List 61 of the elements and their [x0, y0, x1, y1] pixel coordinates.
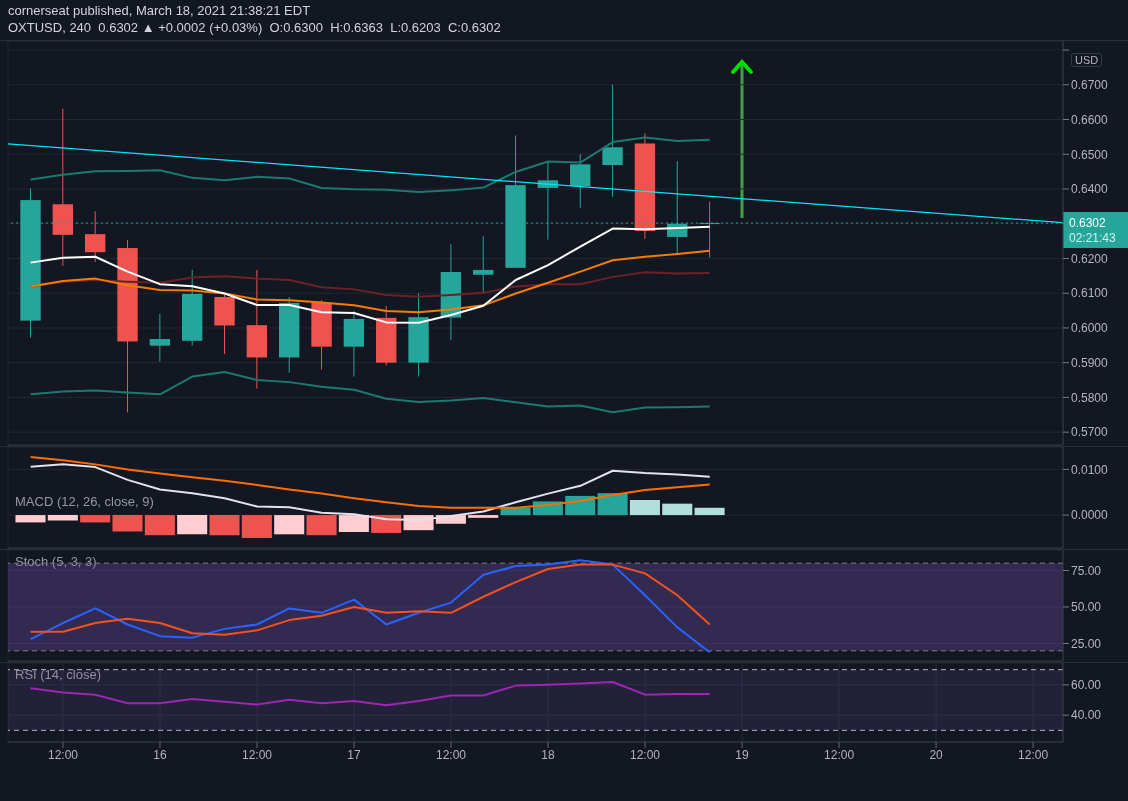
bar: [241, 515, 272, 538]
candlestick: [473, 235, 494, 295]
y-tick-label: 0.6700: [1071, 78, 1109, 93]
y-tick-label: 0.5800: [1071, 390, 1109, 405]
y-tick-label: 0.6200: [1071, 251, 1109, 266]
x-tick-label: 16: [153, 747, 167, 762]
y-tick-label: 50.00: [1071, 600, 1102, 615]
y-tick-label: 0.6000: [1071, 321, 1109, 336]
x-tick-label: 12:00: [1018, 747, 1049, 762]
y-tick-label: 60.00: [1071, 678, 1102, 693]
candlestick: [149, 313, 171, 363]
y-tick-label: 0.0000: [1071, 508, 1109, 523]
text: 02:21:43: [1069, 231, 1117, 246]
bar: [306, 515, 337, 536]
x-tick-label: 20: [929, 747, 944, 762]
y-tick-label: 25.00: [1071, 636, 1102, 651]
y-tick-label: 0.0100: [1071, 462, 1109, 477]
x-tick-label: 17: [347, 747, 361, 762]
bar: [47, 515, 78, 521]
x-tick-label: 19: [735, 747, 750, 762]
x-tick-label: 12:00: [241, 747, 273, 762]
y-tick-label: 0.6400: [1071, 182, 1109, 197]
x-tick-label: 12:00: [630, 747, 661, 762]
chart-title: cornerseat published, March 18, 2021 21:38:21 EDT: [8, 3, 312, 18]
y-tick-label: 75.00: [1071, 563, 1102, 578]
y-tick-label: 40.00: [1071, 708, 1102, 723]
bar: [274, 515, 305, 535]
chart-subtitle: OXTUSD, 240 0.6302 ▲ +0.0002 (+0.03%) O:0.6300 H:0.6363 L:0.6203 C:0.6302: [8, 20, 502, 35]
y-tick-label: 0.5900: [1071, 355, 1109, 370]
candlestick: [84, 210, 106, 263]
y-tick-label: 0.6500: [1071, 147, 1109, 162]
candlestick: [570, 153, 591, 209]
line-series: [29, 680, 711, 707]
line-series: [29, 249, 711, 314]
bar: [338, 515, 369, 532]
bar: [694, 507, 725, 516]
bar: [662, 503, 693, 516]
bar: [80, 515, 111, 523]
bar: [177, 515, 208, 535]
x-tick-label: 12:00: [436, 747, 467, 762]
text: MACD (12, 26, close, 9): [14, 494, 155, 509]
line-series: [29, 371, 711, 414]
y-tick-label: 0.6600: [1071, 112, 1109, 127]
x-tick-label: 12:00: [47, 747, 79, 762]
bar: [112, 515, 143, 532]
line-series: [29, 136, 711, 194]
bar: [629, 500, 660, 516]
bar: [144, 515, 175, 536]
y-tick-label: 0.5700: [1071, 425, 1109, 440]
x-tick-label: 18: [541, 747, 556, 762]
line-series: [29, 225, 711, 324]
ref-line-label: 0.6302: [1069, 216, 1107, 231]
bar: [597, 493, 628, 516]
candlestick: [602, 84, 623, 198]
bar: [468, 515, 499, 518]
bar: [209, 515, 240, 536]
y-axis-title: USD: [1071, 53, 1103, 67]
x-tick-label: 12:00: [824, 747, 855, 762]
chart-title: RSI (14, close): [14, 667, 102, 682]
bar: [15, 515, 46, 523]
y-tick-label: 0.6100: [1071, 286, 1109, 301]
